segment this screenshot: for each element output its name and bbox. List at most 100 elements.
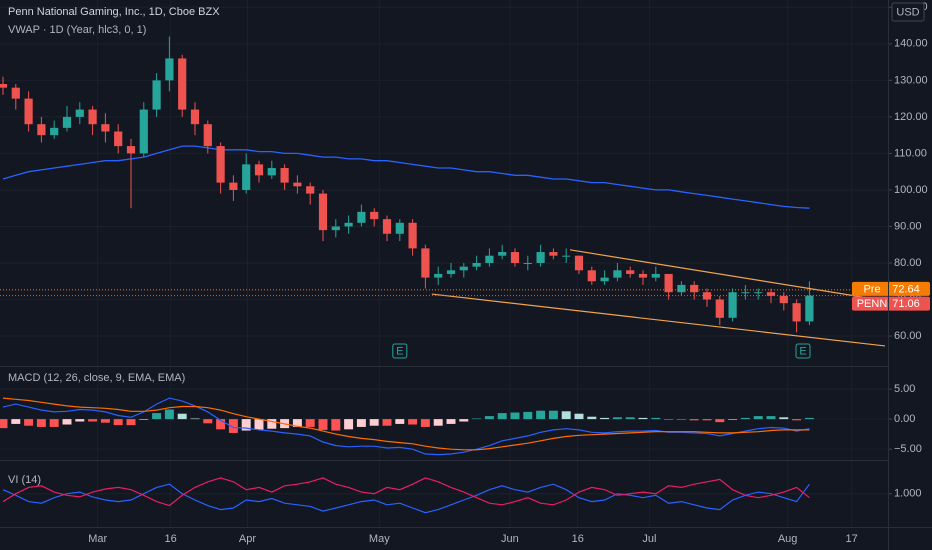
candle-body — [11, 87, 20, 99]
candle-body — [280, 168, 289, 183]
histogram-bar — [305, 419, 315, 427]
indicator-line — [2, 477, 810, 507]
candle-body — [242, 164, 251, 190]
candle-body — [562, 255, 571, 257]
candle-body — [446, 270, 456, 274]
histogram-bar — [689, 419, 699, 421]
x-tick-label: Aug — [778, 533, 798, 545]
histogram-bar — [331, 419, 341, 431]
candle-body — [485, 255, 494, 263]
histogram-bar — [49, 419, 59, 427]
histogram-bar — [11, 419, 21, 424]
histogram-bar — [472, 418, 482, 420]
candle-body — [587, 270, 596, 282]
earnings-marker — [795, 343, 811, 359]
earnings-label: E — [396, 345, 403, 357]
histogram-bar — [676, 419, 686, 420]
candle-body — [152, 80, 161, 110]
candle-body — [203, 124, 212, 147]
histogram-bar — [408, 419, 418, 425]
candle-body — [190, 109, 200, 125]
x-tick-label: Mar — [88, 533, 107, 545]
candle-body — [664, 273, 673, 293]
candle-body — [229, 182, 238, 190]
histogram-bar — [100, 419, 110, 423]
x-tick-label: 16 — [572, 533, 584, 545]
histogram-bar — [728, 419, 738, 420]
histogram-bar — [126, 419, 136, 426]
candle-body — [382, 219, 392, 234]
earnings-label: E — [799, 345, 806, 357]
candle-body — [523, 262, 532, 264]
candle-body — [779, 295, 788, 304]
histogram-bar — [548, 410, 558, 420]
candle-body — [293, 182, 302, 187]
y-tick-label: 120.00 — [894, 111, 928, 123]
price-tag-name: PENN — [857, 298, 888, 310]
candle-body — [549, 252, 558, 256]
histogram-bar — [664, 419, 674, 420]
candle-body — [331, 226, 340, 231]
y-tick-label: −5.00 — [894, 443, 922, 455]
currency-box[interactable] — [891, 2, 925, 22]
histogram-bar — [497, 413, 507, 420]
histogram-bar — [318, 419, 328, 430]
candle-body — [318, 193, 328, 231]
histogram-bar — [152, 413, 162, 420]
currency[interactable]: USD — [896, 6, 919, 18]
y-tick-label: 5.00 — [894, 383, 915, 395]
histogram-bar — [75, 419, 85, 422]
histogram-bar — [420, 419, 430, 427]
histogram-bar — [254, 419, 264, 430]
candle-body — [690, 284, 699, 293]
x-tick-label: Jul — [642, 533, 656, 545]
histogram-bar — [241, 419, 251, 431]
candle-body — [677, 284, 686, 293]
histogram-bar — [587, 416, 597, 420]
histogram-bar — [536, 410, 546, 420]
histogram-bar — [510, 412, 520, 420]
x-tick-label: 16 — [165, 533, 177, 545]
candle-body — [24, 98, 33, 125]
histogram-bar — [292, 419, 302, 427]
candle-body — [434, 273, 443, 278]
trend-line — [431, 293, 885, 347]
y-tick-label: 1.000 — [894, 488, 922, 500]
histogram-bar — [164, 409, 174, 420]
indicator-line — [2, 397, 810, 451]
histogram-bar — [139, 419, 149, 420]
histogram-bar — [753, 416, 763, 420]
price-tag-name: Pre — [863, 283, 880, 295]
histogram-bar — [382, 419, 392, 426]
y-tick-label: 60.00 — [894, 330, 922, 342]
trend-line — [569, 249, 880, 301]
candle-body — [574, 255, 584, 271]
candle-body — [638, 273, 648, 278]
histogram-bar — [203, 419, 213, 424]
y-tick-label: 0.00 — [894, 413, 915, 425]
histogram-bar — [267, 419, 277, 429]
candle-body — [766, 292, 776, 296]
histogram-bar — [459, 419, 469, 422]
candle-body — [498, 252, 507, 256]
histogram-bar — [369, 419, 379, 426]
price-tag-value: 72.64 — [892, 283, 920, 295]
candle-body — [357, 211, 366, 223]
price-tag — [852, 296, 930, 311]
vwap-line — [2, 145, 810, 209]
candle-body — [178, 58, 187, 110]
histogram-bar — [433, 419, 443, 426]
candle-body — [75, 109, 84, 117]
histogram-bar — [113, 419, 123, 426]
candle-body — [139, 109, 148, 154]
candle-body — [114, 131, 123, 147]
histogram-bar — [344, 419, 354, 430]
candle-body — [715, 299, 724, 318]
candle-body — [472, 262, 481, 267]
candle-body — [88, 109, 97, 125]
histogram-bar — [715, 419, 725, 423]
histogram-bar — [779, 417, 789, 420]
candle-body — [408, 222, 417, 249]
